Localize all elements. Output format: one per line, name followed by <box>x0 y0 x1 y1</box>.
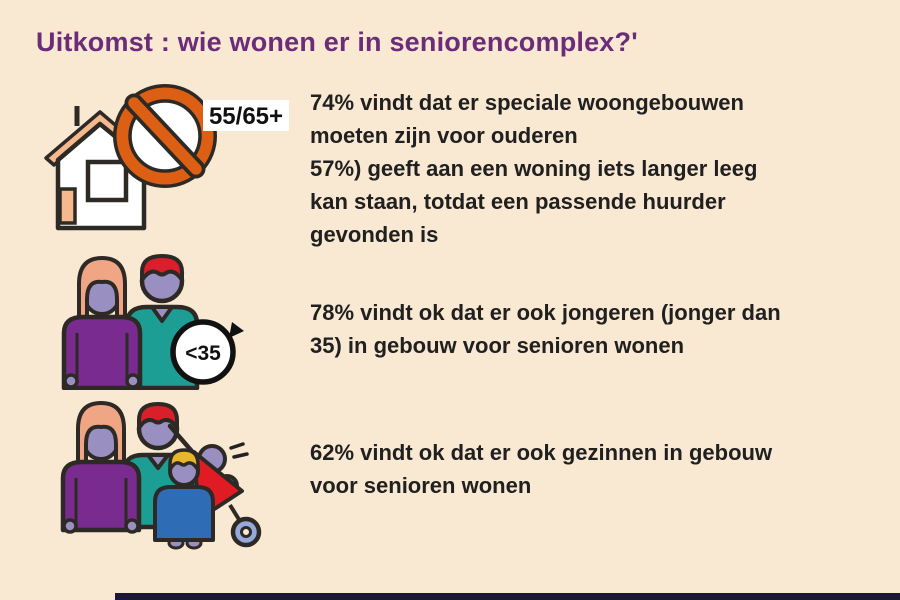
young-adults-icon: <35 <box>61 254 244 390</box>
statement-line: 62% vindt ok dat er ook gezinnen in gebo… <box>310 440 773 465</box>
child-figure <box>153 448 215 550</box>
under-35-badge: <35 <box>170 319 244 385</box>
motion-dash <box>232 452 249 459</box>
statement-line: 57%) geeft aan een woning iets langer le… <box>310 156 758 181</box>
house-door <box>58 187 77 225</box>
statement-line: gevonden is <box>310 222 439 247</box>
statement-line: 74% vindt dat er speciale woongebouwen <box>310 90 744 115</box>
prohibition-sign-icon <box>113 84 217 188</box>
statement-line: moeten zijn voor ouderen <box>310 123 578 148</box>
house-prohibition-icon: 55/65+ <box>44 84 289 231</box>
age-label: 55/65+ <box>209 103 283 130</box>
mother-figure <box>60 401 142 534</box>
motion-dash <box>229 442 245 450</box>
house-window <box>85 159 129 203</box>
statement-block-3: 62% vindt ok dat er ook gezinnen in gebo… <box>310 436 772 502</box>
statement-line: 35) in gebouw voor senioren wonen <box>310 333 685 358</box>
under-35-label: <35 <box>185 342 221 365</box>
statement-block-2: 78% vindt ok dat er ook jongeren (jonger… <box>310 296 781 362</box>
statement-line: 78% vindt ok dat er ook jongeren (jonger… <box>310 300 781 325</box>
statement-line: kan staan, totdat een passende huurder <box>310 189 726 214</box>
family-stroller-icon <box>60 401 262 550</box>
age-label-background <box>203 100 289 131</box>
bottom-bar <box>115 593 900 600</box>
statement-line: voor senioren wonen <box>310 473 532 498</box>
statement-block-1: 74% vindt dat er speciale woongebouwen m… <box>310 86 757 251</box>
page-title: Uitkomst : wie wonen er in seniorencompl… <box>36 27 638 57</box>
woman-figure <box>61 256 143 390</box>
